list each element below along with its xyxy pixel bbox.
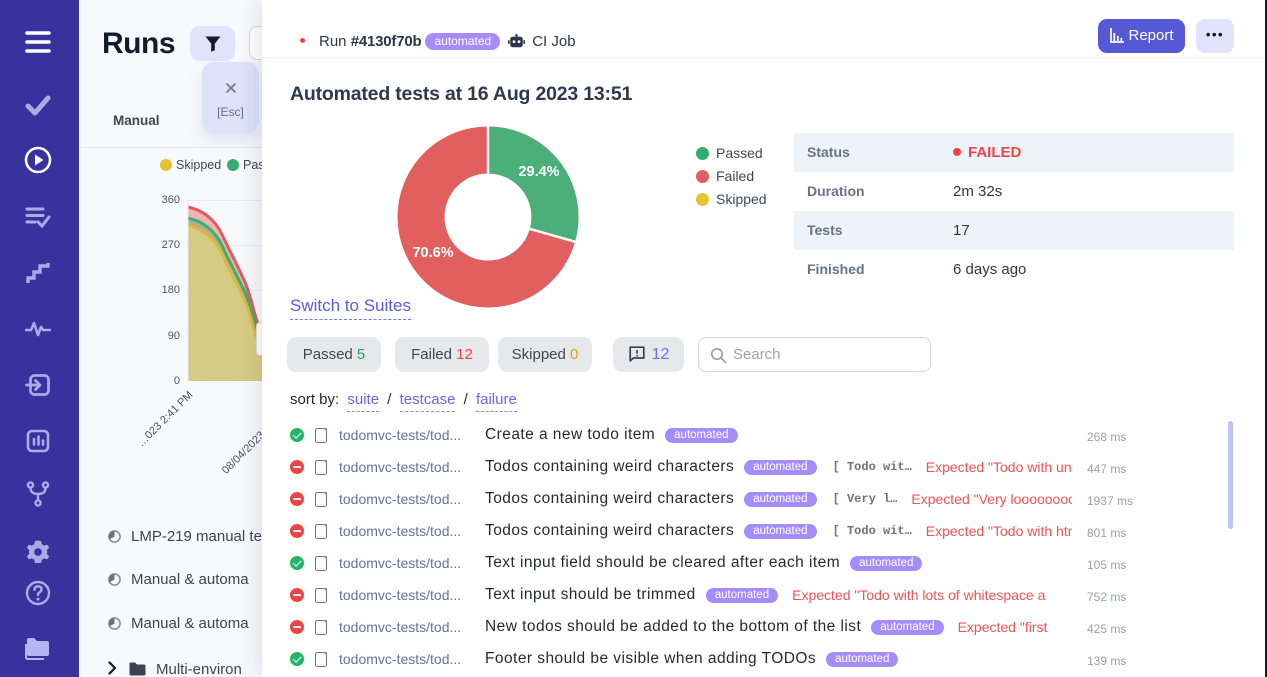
svg-text:70.6%: 70.6% xyxy=(412,245,453,261)
svg-text:29.4%: 29.4% xyxy=(518,164,559,180)
